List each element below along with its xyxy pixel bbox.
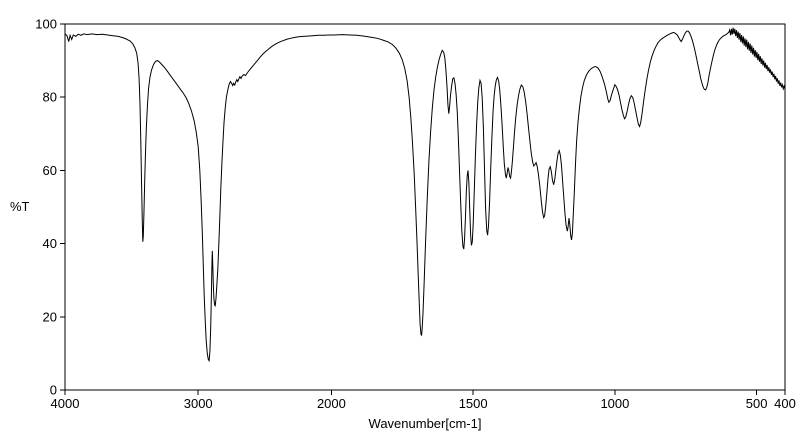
y-axis-ticks: 0 20 40 60 80 100 <box>35 17 65 398</box>
x-tick-label: 1000 <box>600 396 629 411</box>
x-tick-label: 500 <box>746 396 768 411</box>
x-axis-ticks: 4000 3000 2000 1500 1000 500 400 <box>51 390 796 411</box>
x-tick-label: 1500 <box>459 396 488 411</box>
y-tick-label: 80 <box>43 90 57 105</box>
plot-frame <box>64 23 786 391</box>
x-tick-label: 400 <box>774 396 796 411</box>
x-tick-label: 2000 <box>317 396 346 411</box>
y-tick-label: 100 <box>35 17 57 32</box>
x-tick-label: 3000 <box>184 396 213 411</box>
spectrum-trace <box>64 27 786 363</box>
y-tick-label: 20 <box>43 309 57 324</box>
x-axis-label: Wavenumber[cm-1] <box>369 416 482 431</box>
y-tick-label: 0 <box>50 383 57 398</box>
y-tick-label: 60 <box>43 163 57 178</box>
x-tick-label: 4000 <box>51 396 80 411</box>
y-tick-label: 40 <box>43 236 57 251</box>
y-axis-label: %T <box>10 199 30 214</box>
